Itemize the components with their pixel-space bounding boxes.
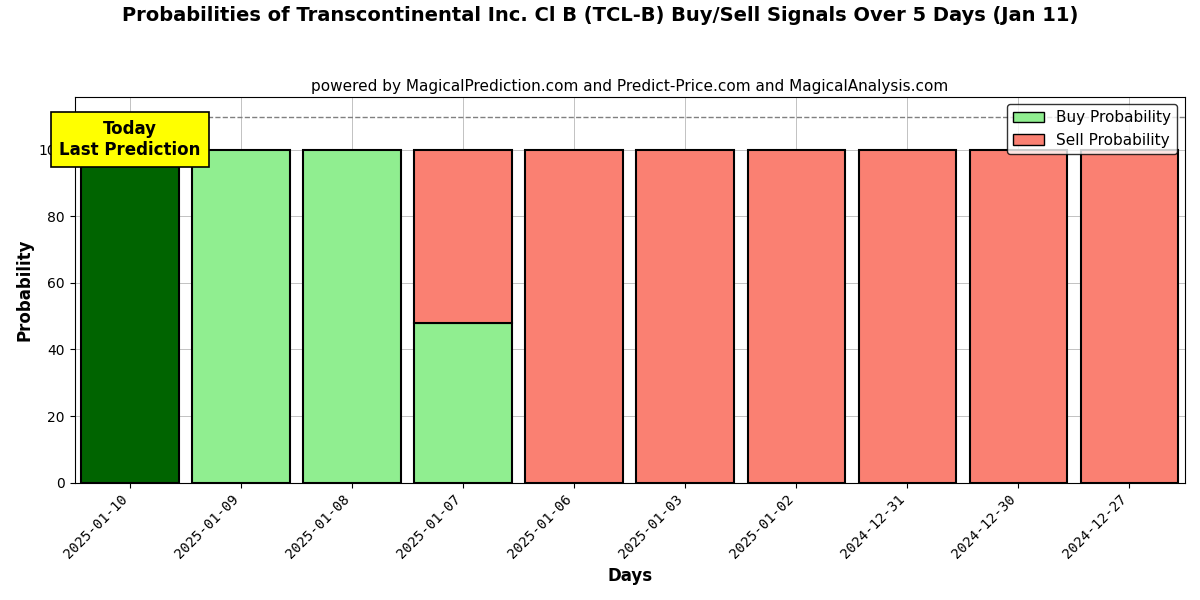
Y-axis label: Probability: Probability xyxy=(16,238,34,341)
Bar xyxy=(82,150,179,482)
Text: Probabilities of Transcontinental Inc. Cl B (TCL-B) Buy/Sell Signals Over 5 Days: Probabilities of Transcontinental Inc. C… xyxy=(122,6,1078,25)
Title: powered by MagicalPrediction.com and Predict-Price.com and MagicalAnalysis.com: powered by MagicalPrediction.com and Pre… xyxy=(311,79,948,94)
Bar xyxy=(304,150,401,482)
Bar xyxy=(192,150,290,482)
Legend: Buy Probability, Sell Probability: Buy Probability, Sell Probability xyxy=(1007,104,1177,154)
Bar xyxy=(414,150,512,323)
Bar xyxy=(526,150,623,482)
Bar xyxy=(970,150,1067,482)
X-axis label: Days: Days xyxy=(607,567,653,585)
Bar xyxy=(636,150,734,482)
Bar xyxy=(414,323,512,482)
Text: Today
Last Prediction: Today Last Prediction xyxy=(60,120,200,158)
Bar xyxy=(1081,150,1178,482)
Bar xyxy=(748,150,845,482)
Bar xyxy=(858,150,956,482)
